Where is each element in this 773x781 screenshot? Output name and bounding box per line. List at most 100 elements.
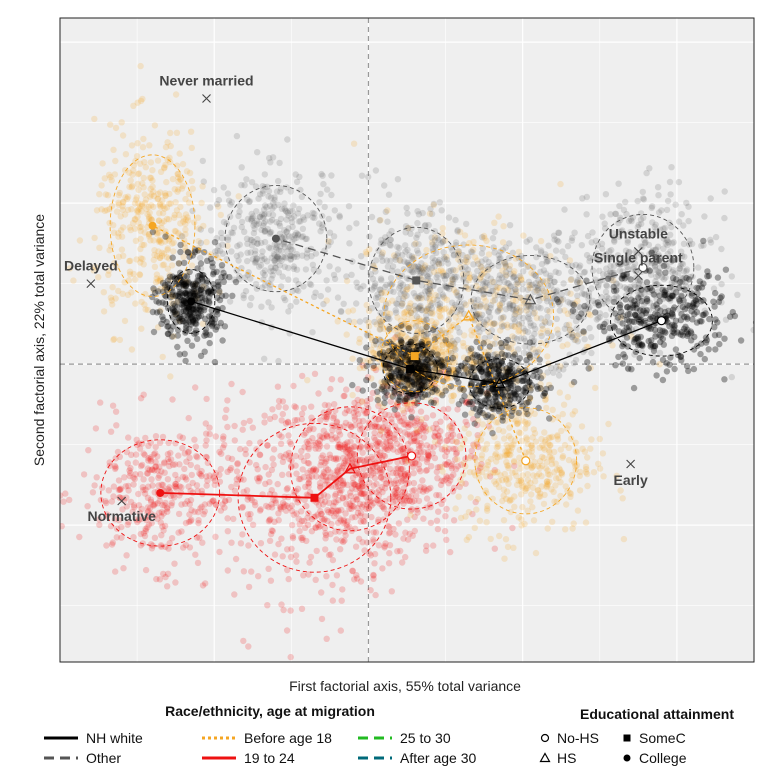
data-point	[366, 479, 373, 486]
data-point	[516, 446, 523, 453]
data-point	[422, 547, 430, 554]
data-point	[510, 441, 517, 448]
data-point	[389, 493, 397, 500]
data-point	[253, 475, 261, 482]
data-point	[416, 432, 423, 439]
data-point	[425, 453, 432, 460]
data-point	[237, 540, 245, 547]
data-point	[150, 203, 157, 211]
data-point	[399, 445, 406, 453]
data-point	[320, 409, 327, 416]
data-point	[144, 524, 151, 531]
data-point	[556, 335, 563, 343]
data-point	[187, 518, 194, 525]
data-point	[267, 516, 274, 523]
data-point	[524, 482, 531, 489]
data-point	[244, 511, 252, 518]
data-point	[496, 304, 504, 312]
data-point	[203, 482, 210, 489]
data-point	[587, 445, 594, 452]
data-point	[208, 498, 216, 505]
data-point	[555, 366, 563, 373]
data-point	[392, 485, 400, 492]
data-point	[246, 440, 253, 447]
data-point	[385, 560, 393, 567]
data-point	[110, 146, 117, 153]
data-point	[358, 476, 365, 483]
data-point	[396, 418, 404, 425]
data-point	[361, 547, 368, 554]
data-point	[322, 529, 329, 537]
data-point	[427, 205, 434, 213]
data-point	[122, 151, 130, 158]
data-point	[573, 332, 581, 339]
data-point	[510, 415, 517, 423]
data-point	[430, 424, 437, 432]
data-point	[400, 421, 408, 428]
data-point	[546, 319, 553, 326]
data-point	[329, 581, 336, 589]
data-point	[561, 307, 568, 314]
data-point	[372, 423, 379, 430]
data-point	[360, 357, 367, 365]
data-point	[329, 427, 336, 434]
data-point	[378, 251, 386, 258]
data-point	[130, 162, 138, 169]
data-point	[154, 157, 162, 164]
data-point	[103, 542, 110, 549]
data-point	[595, 460, 602, 467]
data-point	[451, 301, 459, 309]
data-point	[364, 329, 372, 336]
data-point	[382, 480, 390, 487]
data-point	[240, 637, 247, 645]
data-point	[188, 516, 195, 523]
data-point	[473, 359, 480, 366]
data-point	[426, 282, 434, 290]
data-point	[365, 505, 373, 512]
data-point	[355, 471, 363, 478]
data-point	[376, 217, 383, 224]
data-point	[531, 410, 538, 417]
data-point	[225, 454, 232, 462]
data-point	[266, 537, 274, 544]
data-point	[296, 521, 303, 528]
data-point	[584, 470, 591, 478]
data-point	[387, 441, 394, 448]
data-point	[345, 446, 352, 453]
data-point	[155, 248, 162, 255]
data-point	[428, 463, 435, 470]
data-point	[477, 303, 484, 310]
data-point	[368, 213, 376, 221]
data-point	[707, 195, 714, 202]
data-point	[422, 428, 429, 435]
data-point	[145, 483, 152, 490]
data-point	[382, 208, 389, 216]
data-point	[404, 441, 412, 448]
data-point	[312, 467, 320, 474]
data-point	[139, 484, 146, 491]
data-point	[519, 472, 526, 479]
data-point	[401, 397, 408, 404]
data-point	[146, 466, 153, 474]
data-point	[495, 275, 503, 282]
data-point	[341, 392, 348, 399]
data-point	[693, 284, 700, 292]
data-point	[248, 496, 256, 504]
data-point	[152, 463, 159, 471]
data-point	[443, 437, 450, 444]
data-point	[175, 510, 183, 518]
data-point	[358, 490, 365, 497]
data-point	[399, 489, 406, 496]
data-point	[505, 480, 512, 487]
data-point	[113, 534, 121, 541]
data-point	[132, 276, 139, 283]
data-point	[561, 206, 568, 213]
data-point	[482, 487, 489, 494]
data-point	[449, 461, 456, 468]
data-point	[336, 487, 343, 494]
data-point	[354, 483, 362, 490]
data-point	[559, 410, 566, 418]
data-point	[531, 478, 539, 485]
data-point	[245, 542, 252, 549]
data-point	[414, 506, 421, 513]
